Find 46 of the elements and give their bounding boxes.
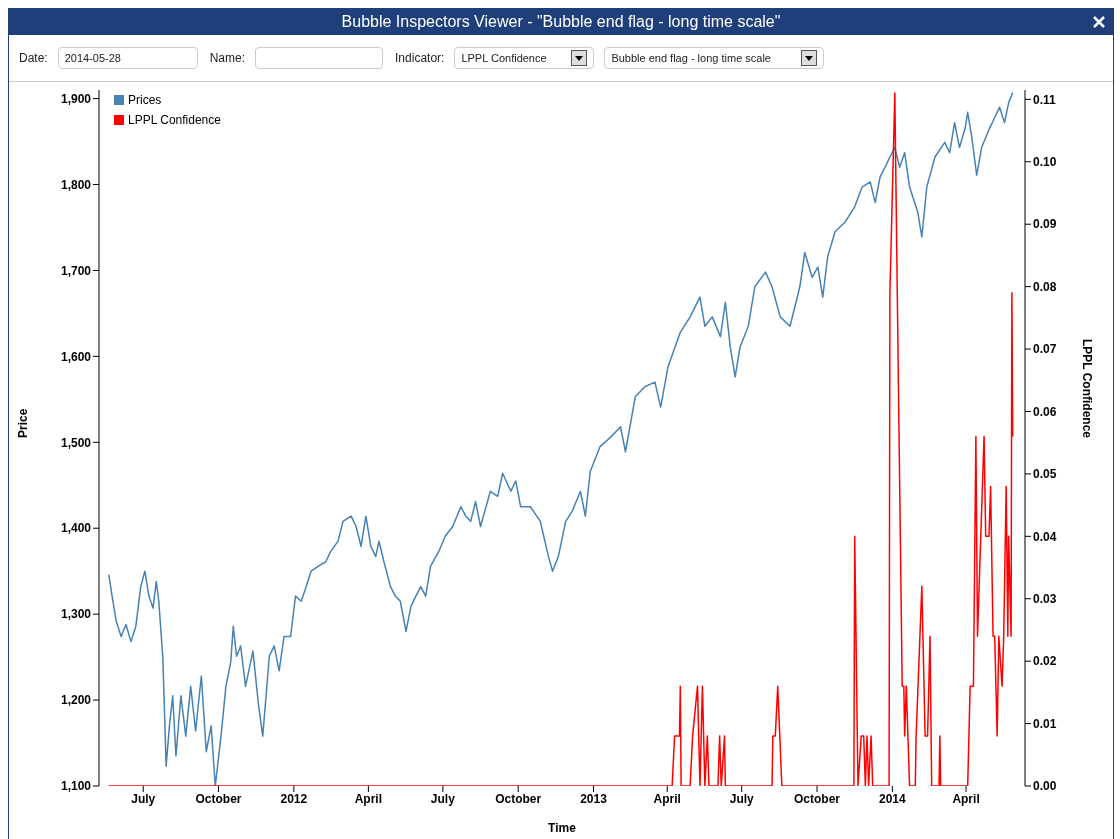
- x-tick-label: 2014: [879, 791, 907, 806]
- x-tick-label: October: [195, 791, 242, 806]
- x-tick-label: 2012: [280, 791, 308, 806]
- y-tick-label: 1,200: [60, 693, 92, 708]
- y-tick-label: 1,300: [60, 607, 92, 622]
- x-tick-label: October: [794, 791, 841, 806]
- y-tick-label: 1,500: [60, 435, 92, 450]
- y2-tick-label: 0.06: [1033, 404, 1057, 419]
- y-tick-label: 1,700: [60, 263, 92, 278]
- y2-tick-label: 0.02: [1033, 654, 1057, 669]
- text: Indicator:: [395, 51, 445, 65]
- legend-label: LPPL Confidence: [128, 112, 221, 129]
- chart-title: Bubble Inspectors Viewer - "Bubble end flag - long time scale": [341, 13, 781, 31]
- y-tick-label: 1,900: [60, 91, 92, 106]
- y-axis-title: Price: [16, 408, 31, 438]
- x-tick-label: July: [729, 791, 755, 806]
- y2-axis-title: LPPL Confidence: [1079, 338, 1094, 439]
- y-tick-label: 1,400: [60, 521, 92, 536]
- date-field: 2014-05-28: [57, 47, 198, 69]
- x-tick-label: April: [653, 791, 681, 806]
- x-tick-label: April: [952, 791, 980, 806]
- y2-tick-label: 0.09: [1033, 217, 1057, 232]
- y2-tick-label: 0.00: [1033, 779, 1057, 794]
- y-tick-label: 1,100: [60, 779, 92, 794]
- y-tick-label: 1,800: [60, 177, 92, 192]
- y2-tick-label: 0.10: [1033, 155, 1057, 170]
- y2-tick-label: 0.07: [1033, 342, 1057, 357]
- y2-tick-label: 0.11: [1033, 92, 1057, 107]
- indicator-dropdown: LPPL Confidence: [454, 47, 595, 69]
- legend-label: Prices: [128, 92, 162, 109]
- x-tick-label: July: [131, 791, 156, 806]
- scale-dropdown: Bubble end flag - long time scale: [604, 47, 825, 69]
- y2-tick-label: 0.01: [1033, 716, 1057, 731]
- y2-tick-label: 0.08: [1033, 279, 1057, 294]
- x-tick-label: 2013: [580, 791, 608, 806]
- line-series: [108, 91, 1014, 786]
- y2-tick-label: 0.05: [1033, 467, 1057, 482]
- y-tick-label: 1,600: [60, 349, 92, 364]
- text: Name:: [209, 51, 246, 65]
- x-tick-label: October: [495, 791, 542, 806]
- x-tick-label: April: [354, 791, 383, 806]
- x-axis-title: Time: [548, 821, 577, 835]
- text: Date:: [19, 51, 48, 65]
- y2-tick-label: 0.04: [1033, 529, 1057, 544]
- y2-tick-label: 0.03: [1033, 592, 1057, 606]
- x-tick-label: July: [430, 791, 456, 806]
